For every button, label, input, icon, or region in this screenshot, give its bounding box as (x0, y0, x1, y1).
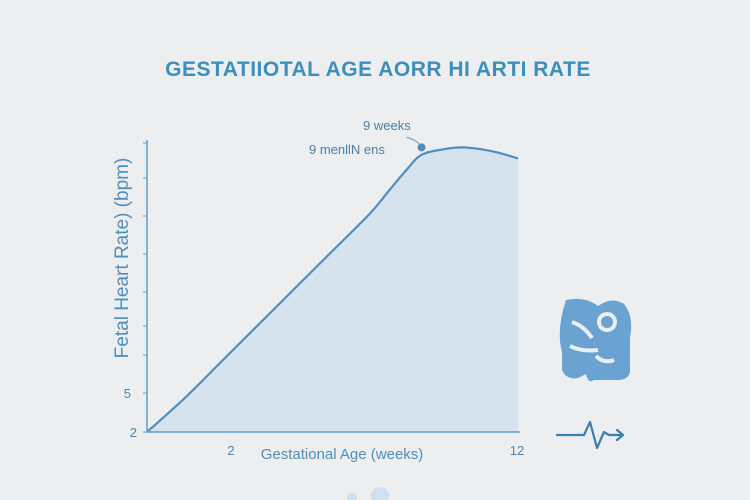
annotation-secondary: 9 menllN ens (309, 142, 385, 157)
annotation-leader (406, 136, 421, 145)
chart-title: GESTATIIOTAL AGE AORR HI ARTI RATE (165, 58, 591, 81)
y-tick-label-2: 2 (130, 425, 137, 440)
y-axis-label: Fetal Heart Rate) (bpm) (112, 158, 133, 359)
x-axis-label: Gestational Age (weeks) (261, 446, 424, 463)
annotation-week: 9 weeks (363, 118, 411, 133)
plot-area (143, 136, 520, 433)
x-tick-label-start: 2 (227, 443, 234, 458)
partial-figure-icon (347, 487, 389, 500)
heartbeat-icon (555, 420, 625, 450)
area-fill (147, 147, 518, 432)
x-tick-label-end: 12 (510, 443, 524, 458)
y-tick-label-5: 5 (124, 386, 131, 401)
y-ticks (143, 142, 147, 433)
series-line (146, 146, 519, 433)
peak-marker (417, 143, 426, 152)
fetus-icon (559, 298, 632, 382)
